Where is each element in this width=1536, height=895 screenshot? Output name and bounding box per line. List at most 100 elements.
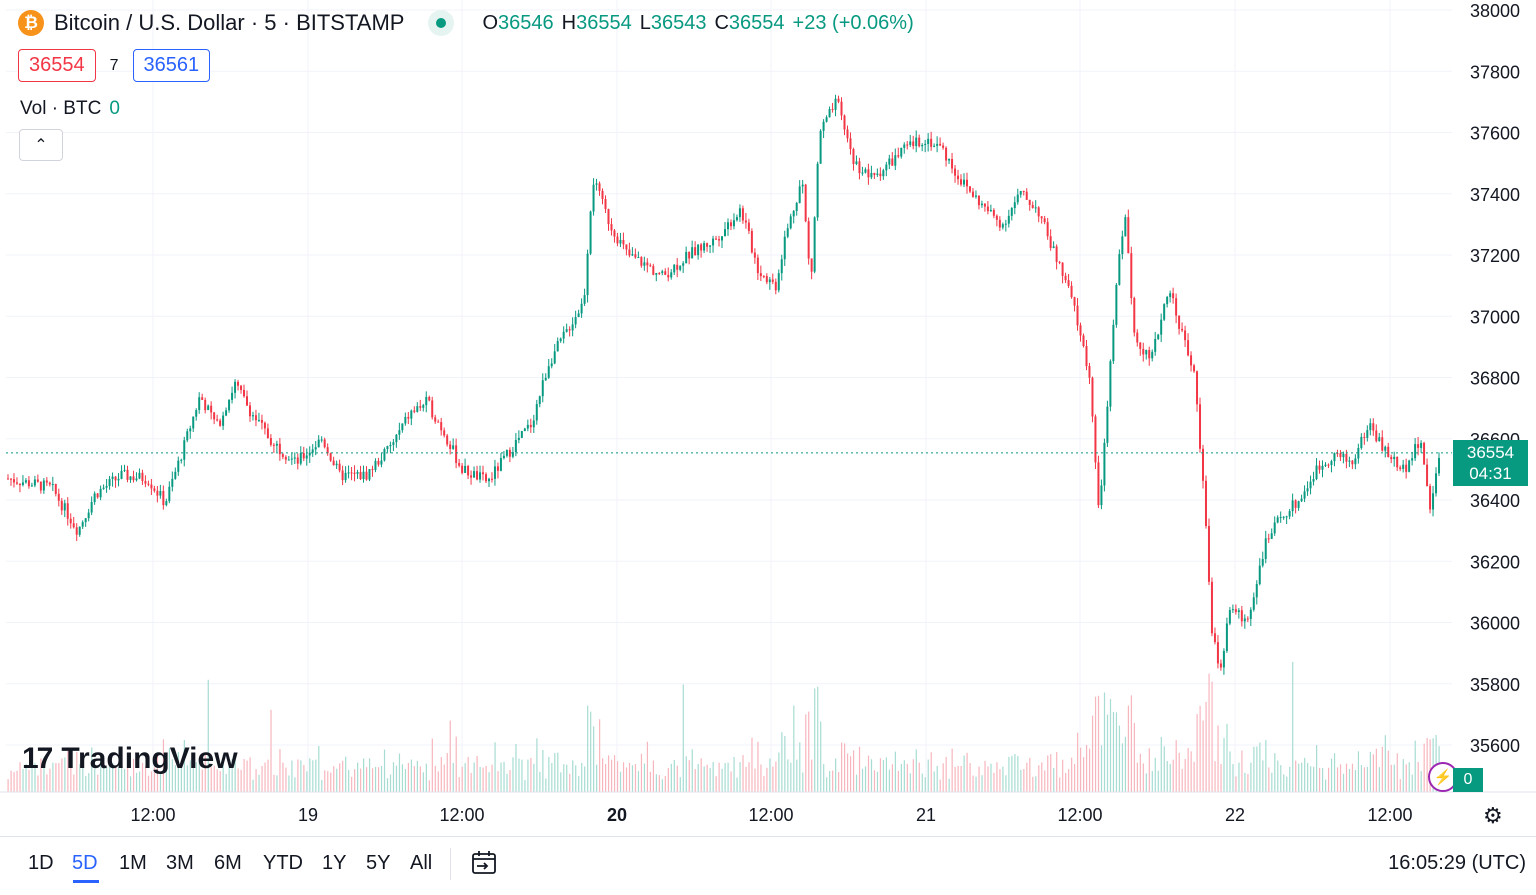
candle-body [329, 453, 332, 461]
candle-body [260, 419, 263, 423]
candle-body [425, 396, 428, 406]
candle-body [1085, 346, 1088, 367]
candle-body [1423, 442, 1426, 465]
collapse-legend-button[interactable]: ⌃ [19, 129, 63, 161]
candle-body [547, 366, 550, 378]
candle-body [834, 98, 837, 110]
candle-body [1330, 461, 1333, 466]
volume-bar [401, 764, 404, 792]
candle-body [422, 405, 425, 408]
candle-body [1369, 423, 1372, 431]
volume-bar [1178, 752, 1180, 792]
range-button-all[interactable]: All [410, 852, 433, 874]
volume-bar [715, 776, 717, 792]
volume-bar [1429, 739, 1431, 792]
volume-bar [446, 753, 448, 792]
volume-tag: 0 [1453, 768, 1483, 792]
volume-bar [751, 737, 753, 792]
volume-bar [1256, 746, 1258, 792]
candle-body [1184, 330, 1187, 341]
market-open-icon[interactable] [428, 10, 455, 36]
price-chart[interactable]: 3800037800376003740037200370003680036600… [0, 0, 1536, 836]
range-button-6m[interactable]: 6M [214, 852, 242, 874]
tradingview-logo[interactable]: 17 TradingView [22, 742, 238, 776]
volume-bar [694, 769, 696, 792]
volume-bar [581, 762, 583, 792]
candle-body [305, 455, 308, 459]
candle-body [368, 469, 371, 480]
volume-bar [419, 766, 421, 792]
volume-bar [1351, 763, 1354, 792]
utc-clock[interactable]: 16:05:29 (UTC) [1388, 852, 1526, 874]
candle-body [225, 410, 228, 416]
settings-gear-icon[interactable]: ⚙ [1483, 803, 1503, 828]
candle-body [1438, 458, 1441, 474]
volume-bar [1005, 775, 1007, 792]
volume-bar [500, 762, 502, 792]
volume-bar [285, 767, 287, 792]
candle-body [296, 457, 299, 464]
candle-body [858, 161, 861, 174]
candle-body [852, 149, 855, 164]
range-button-5y[interactable]: 5Y [366, 852, 391, 874]
volume-bar [413, 766, 415, 792]
candle-body [108, 479, 111, 486]
candle-body [353, 472, 356, 474]
volume-bar [1292, 662, 1294, 792]
candle-body [1336, 453, 1339, 455]
candle-body [482, 472, 485, 475]
range-button-1d[interactable]: 1D [28, 852, 54, 874]
volume-bar [557, 752, 559, 792]
candle-body [502, 455, 505, 459]
candle-body [1136, 332, 1139, 343]
candle-body [550, 363, 553, 367]
candle-body [580, 303, 583, 314]
volume-bar [900, 763, 902, 792]
candle-body [308, 452, 311, 456]
candle-body [840, 101, 843, 116]
candle-body [437, 421, 440, 423]
candle-body [577, 313, 580, 318]
candle-body [1390, 456, 1393, 460]
volume-bar [207, 679, 209, 792]
candle-body [595, 183, 598, 185]
candle-body [129, 476, 132, 480]
volume-bar [1327, 767, 1330, 792]
symbol-title[interactable]: Bitcoin / U.S. Dollar · 5 · BITSTAMP [54, 10, 405, 35]
candle-body [676, 264, 679, 270]
candle-body [87, 512, 90, 519]
range-button-1m[interactable]: 1M [119, 852, 147, 874]
goto-date-icon[interactable] [470, 849, 498, 877]
volume-bar [1118, 725, 1121, 792]
volume-bar [34, 763, 36, 792]
candle-body [721, 236, 724, 241]
candle-body [995, 215, 998, 220]
range-button-1y[interactable]: 1Y [322, 852, 347, 874]
range-button-3m[interactable]: 3M [166, 852, 194, 874]
buy-button[interactable]: 36561 [132, 49, 211, 82]
volume-bar [754, 768, 756, 792]
volume-bar [1163, 746, 1165, 792]
candle-body [1354, 458, 1357, 465]
candle-body [201, 397, 204, 400]
volume-bar [76, 752, 78, 792]
volume-bar [870, 759, 873, 792]
volume-bar [1181, 768, 1183, 792]
candle-body [1091, 377, 1094, 417]
volume-bar [963, 755, 965, 792]
candle-body [1300, 498, 1303, 502]
volume-bar [1115, 712, 1118, 792]
candle-body [673, 264, 676, 273]
volume-bar [1426, 737, 1428, 792]
candle-body [897, 155, 900, 157]
candle-body [1321, 465, 1324, 470]
sell-button[interactable]: 36554 [18, 49, 96, 82]
range-button-ytd[interactable]: YTD [263, 852, 303, 874]
candle-body [1207, 526, 1210, 582]
range-button-5d[interactable]: 5D [72, 852, 98, 874]
volume-bar [814, 688, 816, 792]
candle-body [99, 488, 102, 498]
low-label: L [639, 11, 651, 34]
volume-bar [1020, 769, 1022, 792]
volume-bar [1381, 746, 1383, 792]
